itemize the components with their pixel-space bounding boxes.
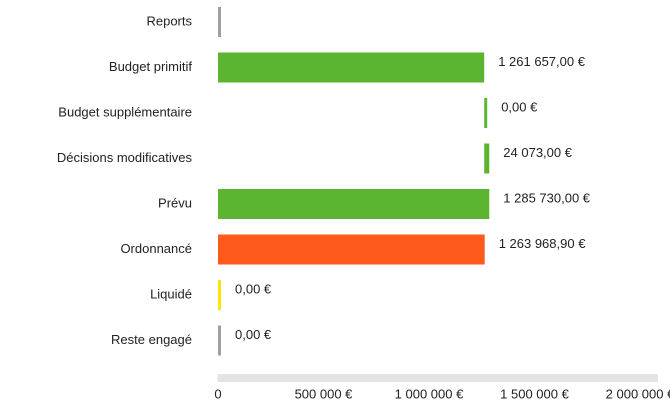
bar: [218, 189, 490, 219]
bar: [218, 234, 485, 265]
value-label: 24 073,00 €: [503, 145, 572, 160]
x-tick-label: 500 000 €: [295, 386, 354, 401]
y-tick-label: Ordonnancé: [120, 241, 192, 256]
y-tick-label: Reste engagé: [111, 332, 192, 347]
y-tick-label: Prévu: [158, 195, 192, 210]
bar: [218, 52, 485, 83]
bar: [218, 7, 221, 37]
bar: [484, 143, 490, 174]
bar: [218, 325, 221, 356]
y-tick-label: Décisions modificatives: [57, 150, 193, 165]
value-label: 1 263 968,90 €: [499, 236, 587, 251]
bar: [484, 98, 488, 128]
y-tick-label: Budget primitif: [109, 59, 192, 74]
x-tick-label: 0: [214, 386, 221, 401]
bar: [218, 280, 221, 310]
value-label: 0,00 €: [235, 281, 272, 296]
value-label: 1 285 730,00 €: [503, 190, 591, 205]
y-tick-label: Liquidé: [150, 286, 192, 301]
value-label: 0,00 €: [235, 327, 272, 342]
y-tick-label: Reports: [146, 13, 192, 28]
y-tick-label: Budget supplémentaire: [58, 104, 192, 119]
x-axis-band: [218, 374, 658, 382]
value-label: 1 261 657,00 €: [498, 54, 586, 69]
x-tick-label: 1 500 000 €: [500, 386, 569, 401]
value-label: 0,00 €: [501, 99, 538, 114]
x-tick-label: 1 000 000 €: [395, 386, 464, 401]
x-tick-label: 2 000 000 €: [606, 386, 670, 401]
